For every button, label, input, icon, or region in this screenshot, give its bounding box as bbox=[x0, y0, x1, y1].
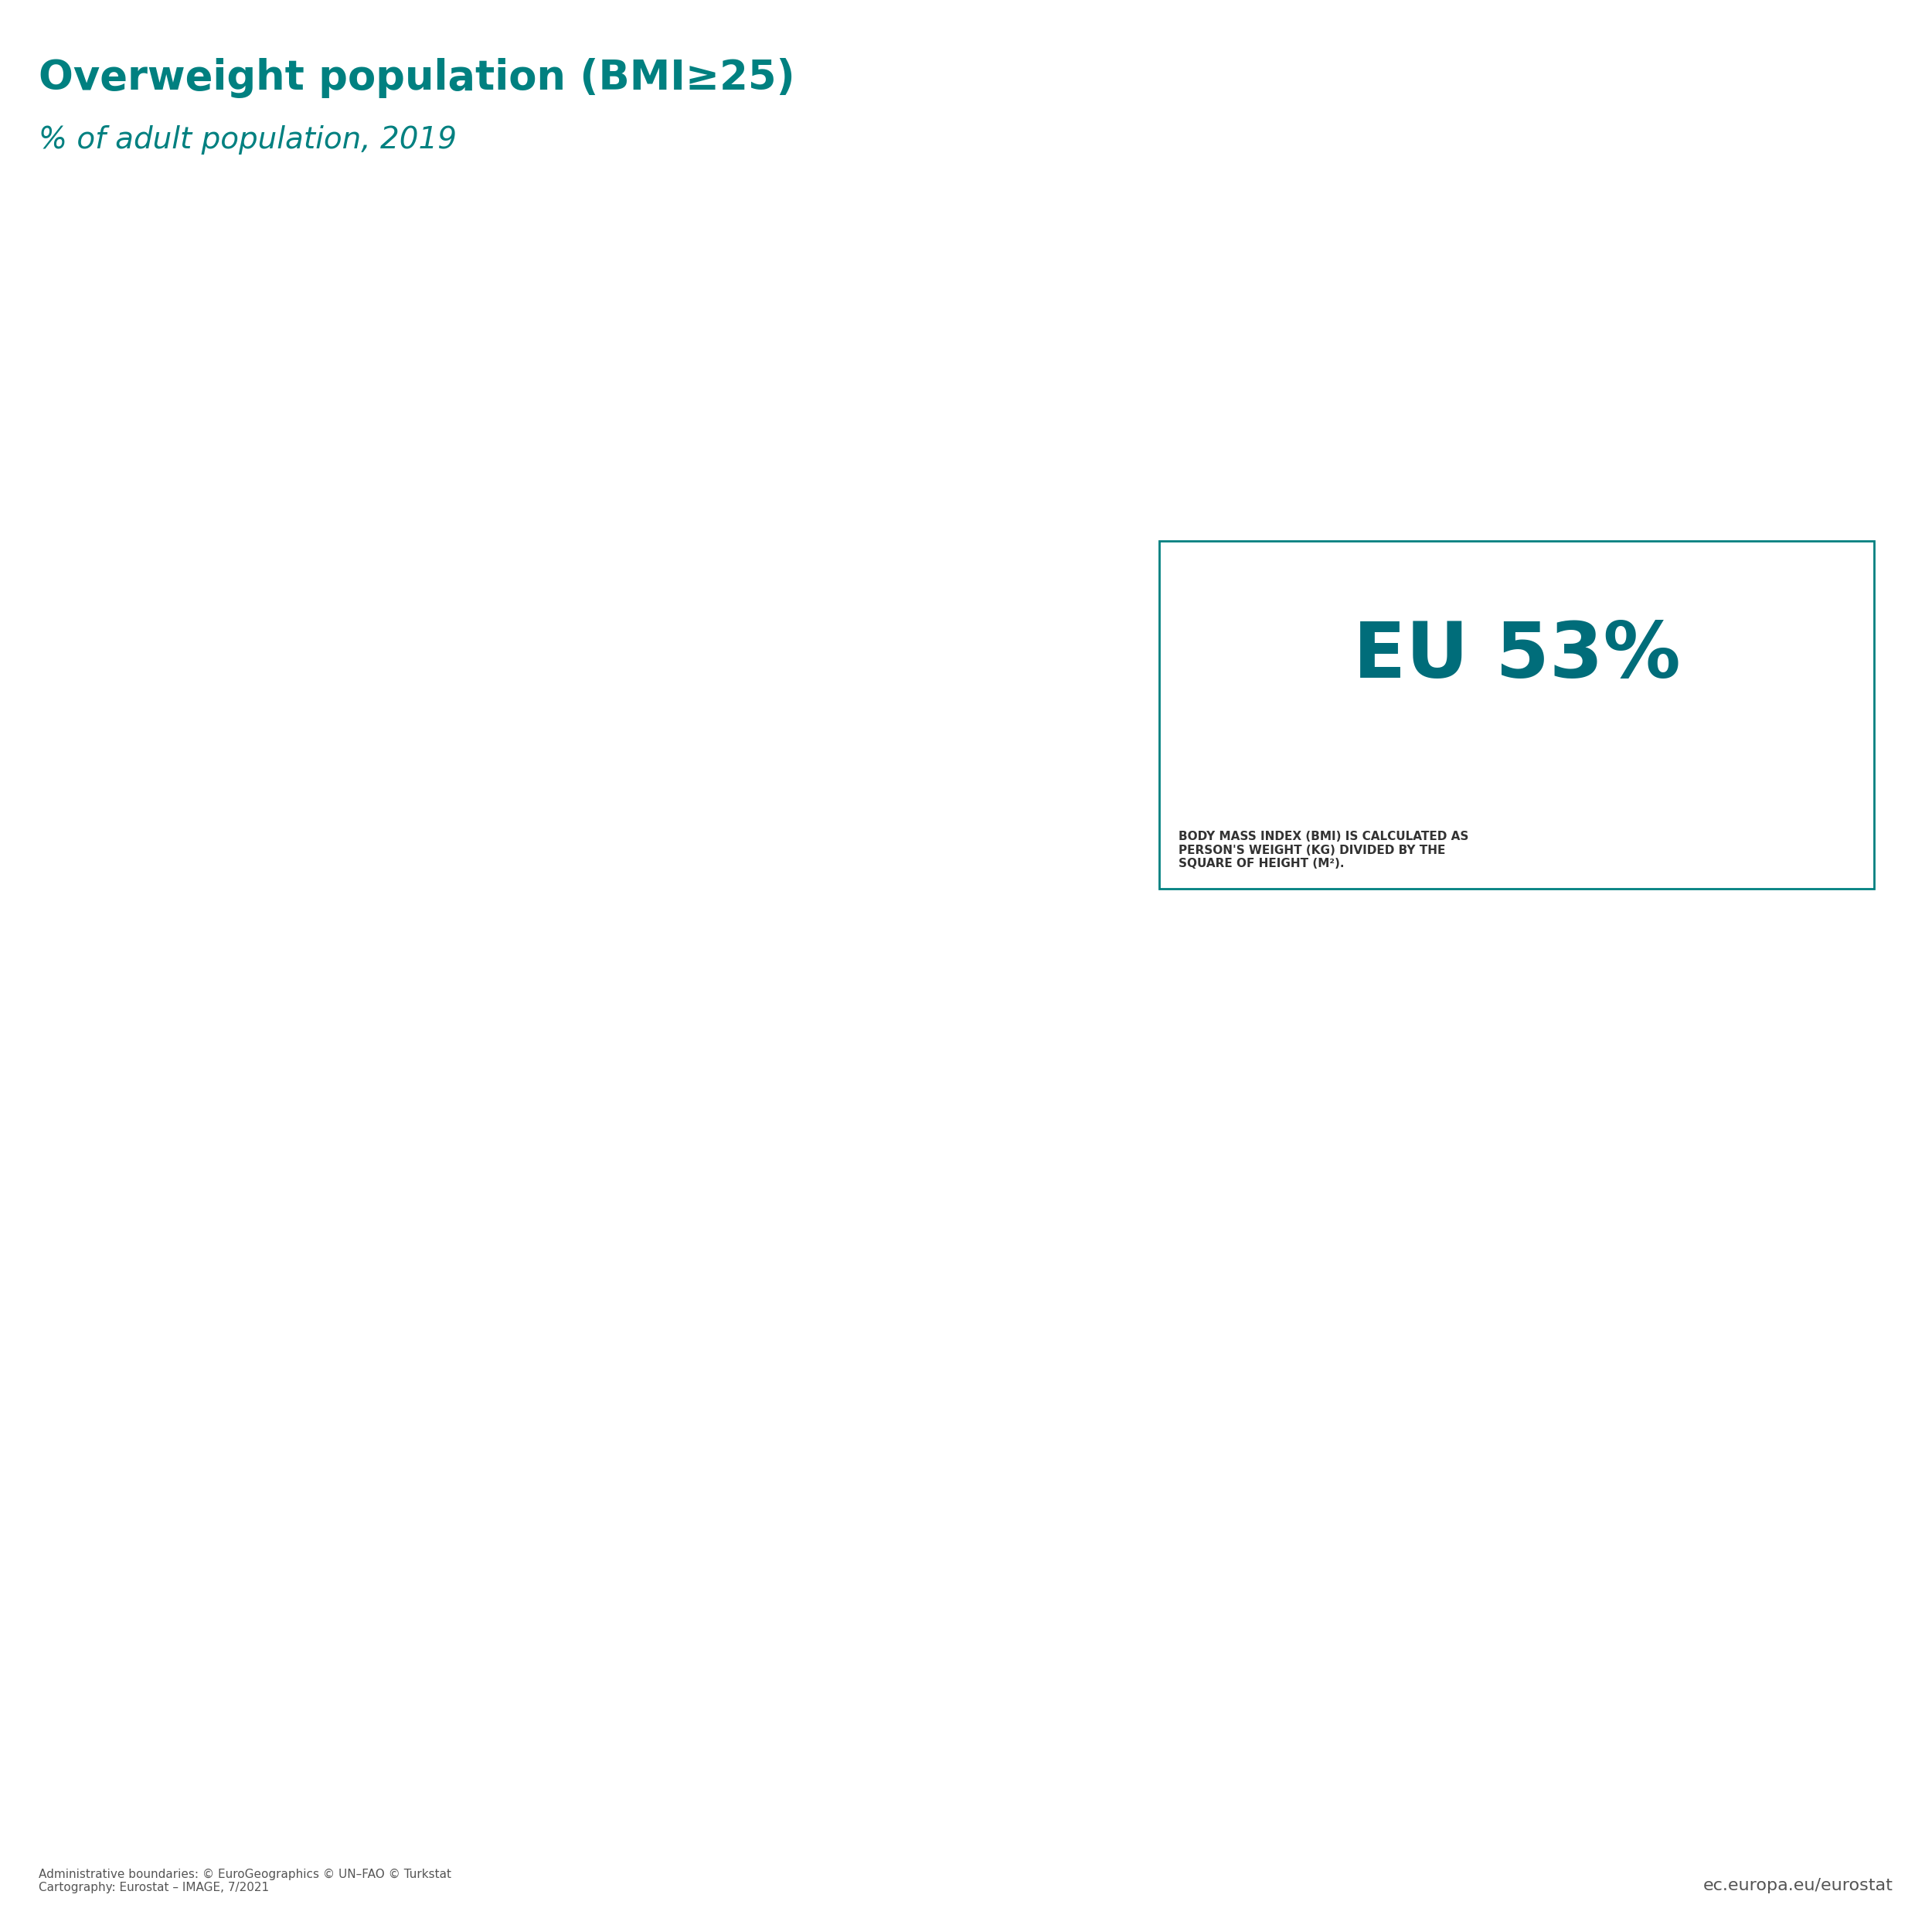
Text: ec.europa.eu/eurostat: ec.europa.eu/eurostat bbox=[1704, 1878, 1893, 1893]
Text: Administrative boundaries: © EuroGeographics © UN–FAO © Turkstat
Cartography: Eu: Administrative boundaries: © EuroGeograp… bbox=[39, 1868, 452, 1893]
Text: BODY MASS INDEX (BMI) IS CALCULATED AS
PERSON'S WEIGHT (KG) DIVIDED BY THE
SQUAR: BODY MASS INDEX (BMI) IS CALCULATED AS P… bbox=[1179, 831, 1468, 869]
Text: % of adult population, 2019: % of adult population, 2019 bbox=[39, 126, 456, 155]
Text: Overweight population (BMI≥25): Overweight population (BMI≥25) bbox=[39, 58, 794, 99]
Text: EU 53%: EU 53% bbox=[1352, 620, 1681, 694]
